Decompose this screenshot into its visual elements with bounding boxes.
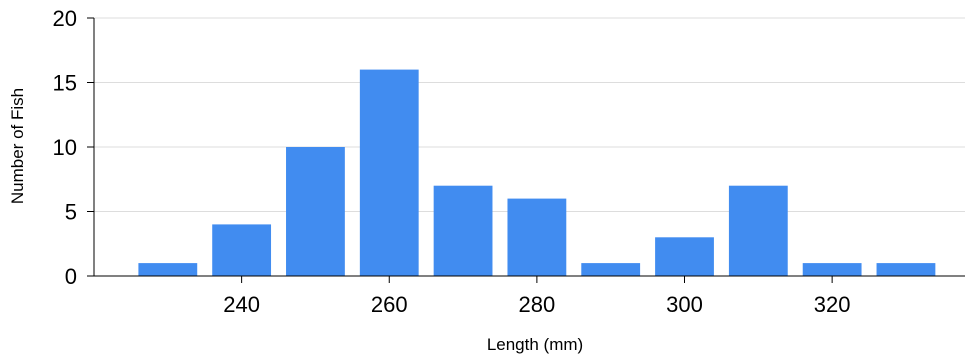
grid-lines — [94, 17, 965, 212]
y-tick-label: 15 — [53, 71, 77, 96]
histogram-bar — [212, 224, 272, 276]
y-tick-label: 10 — [53, 135, 77, 160]
x-tick-label: 300 — [666, 292, 703, 317]
x-tick-label: 280 — [519, 292, 556, 317]
histogram-bar — [507, 198, 567, 276]
histogram-bar — [433, 185, 493, 276]
histogram-bar — [802, 263, 862, 276]
x-tick-label: 240 — [223, 292, 260, 317]
bars — [138, 69, 936, 276]
histogram-bar — [581, 263, 641, 276]
y-axis-title: Number of Fish — [8, 88, 27, 204]
axes — [87, 17, 965, 283]
histogram-bar — [655, 237, 714, 276]
y-tick-label: 0 — [65, 264, 77, 289]
x-tick-label: 260 — [371, 292, 408, 317]
tick-labels: 0 5 10 15 20 240 260 280 300 320 — [53, 6, 851, 317]
histogram-bar — [138, 263, 198, 276]
y-tick-label: 5 — [65, 200, 77, 225]
x-axis-title: Length (mm) — [487, 335, 583, 354]
histogram-bar — [359, 69, 419, 276]
x-tick-label: 320 — [814, 292, 851, 317]
histogram-bar — [876, 263, 936, 276]
histogram-bar — [286, 147, 345, 276]
y-tick-label: 20 — [53, 6, 77, 31]
histogram-bar — [728, 185, 788, 276]
